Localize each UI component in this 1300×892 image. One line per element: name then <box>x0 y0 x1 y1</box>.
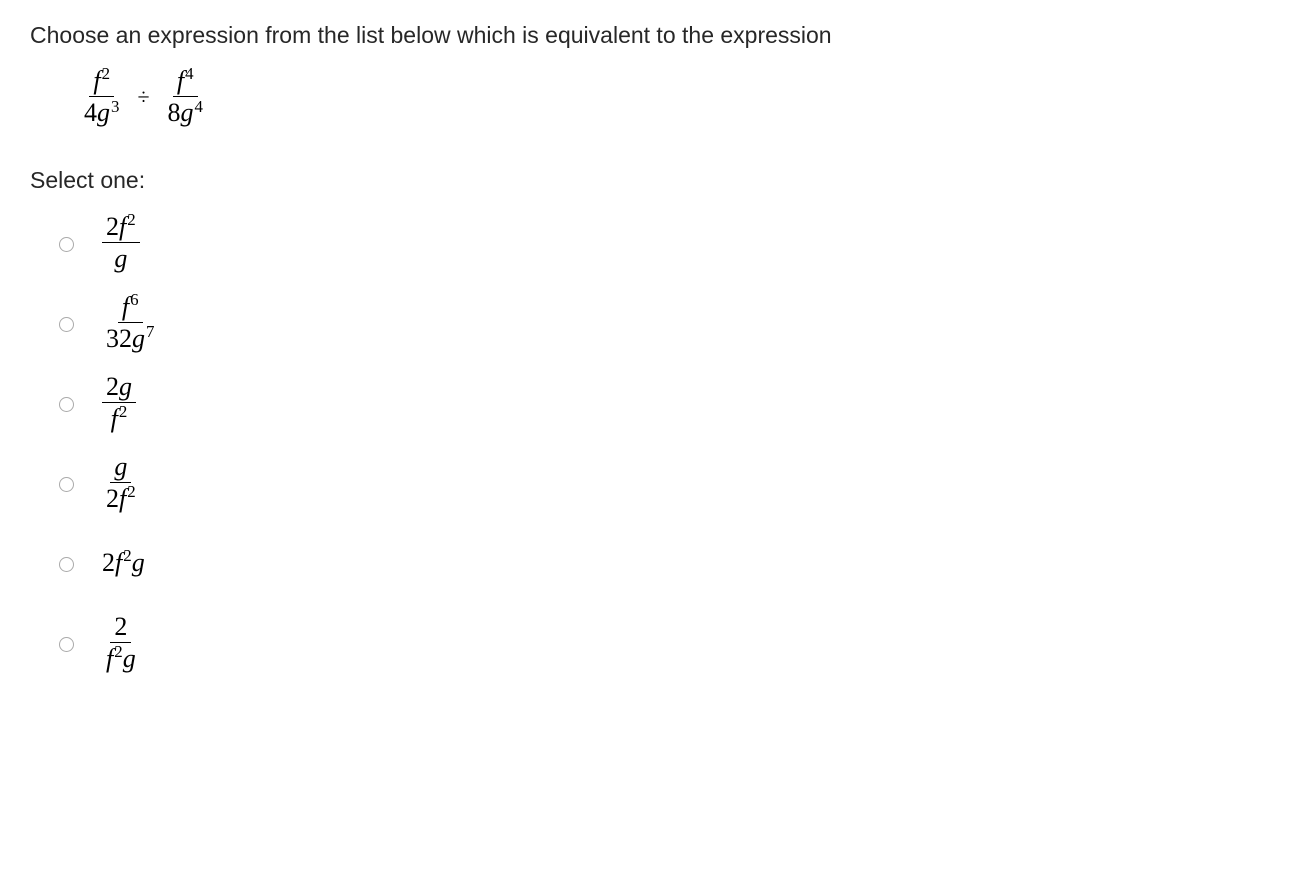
option-d-expression: g 2f2 <box>102 453 140 513</box>
option-a[interactable]: 2f2 g <box>54 208 1270 278</box>
main-fraction-1: f2 4g3 <box>80 67 123 127</box>
frac2-denominator: 8g4 <box>164 97 207 126</box>
frac1-numerator: f2 <box>89 67 114 97</box>
option-f-expression: 2 f2g <box>102 613 140 673</box>
radio-option-c[interactable] <box>59 397 74 412</box>
radio-option-a[interactable] <box>59 237 74 252</box>
select-one-label: Select one: <box>30 167 1270 194</box>
main-expression: f2 4g3 ÷ f4 8g4 <box>80 67 1270 127</box>
option-d[interactable]: g 2f2 <box>54 448 1270 518</box>
radio-option-f[interactable] <box>59 637 74 652</box>
options-list: 2f2 g f6 32g7 2g f2 <box>54 208 1270 678</box>
frac1-denominator: 4g3 <box>80 97 123 126</box>
option-b[interactable]: f6 32g7 <box>54 288 1270 358</box>
option-c[interactable]: 2g f2 <box>54 368 1270 438</box>
divide-operator: ÷ <box>137 84 149 110</box>
option-f[interactable]: 2 f2g <box>54 608 1270 678</box>
radio-option-e[interactable] <box>59 557 74 572</box>
option-e[interactable]: 2f2g <box>54 528 1270 598</box>
radio-option-b[interactable] <box>59 317 74 332</box>
frac2-numerator: f4 <box>173 67 198 97</box>
main-fraction-2: f4 8g4 <box>164 67 207 127</box>
option-e-expression: 2f2g <box>102 548 145 578</box>
option-b-expression: f6 32g7 <box>102 293 158 353</box>
option-a-expression: 2f2 g <box>102 213 140 273</box>
option-c-expression: 2g f2 <box>102 373 136 433</box>
question-container: Choose an expression from the list below… <box>0 0 1300 700</box>
radio-option-d[interactable] <box>59 477 74 492</box>
question-text: Choose an expression from the list below… <box>30 22 1270 49</box>
